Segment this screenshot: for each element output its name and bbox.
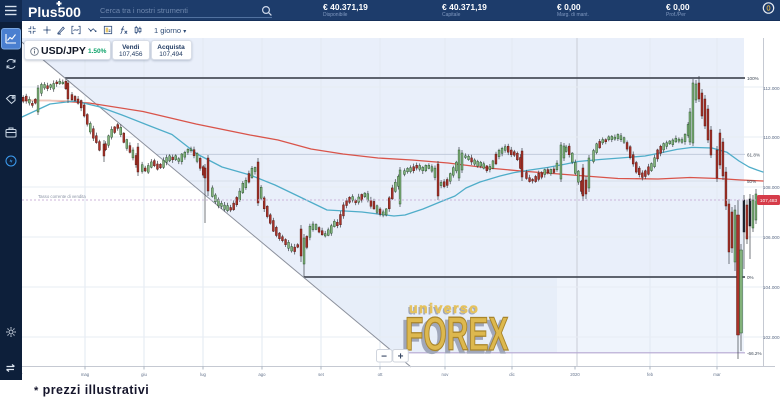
svg-text:108.000: 108.000 xyxy=(763,185,780,190)
svg-text:61.8%: 61.8% xyxy=(747,152,760,157)
svg-text:lug: lug xyxy=(200,372,206,377)
svg-text:universo: universo xyxy=(409,300,479,316)
svg-text:mar: mar xyxy=(713,372,721,377)
svg-text:Tasso corrente di vendita: Tasso corrente di vendita xyxy=(38,194,86,199)
svg-text:−: − xyxy=(381,352,387,363)
svg-text:107,483: 107,483 xyxy=(760,198,778,204)
svg-text:r: r xyxy=(22,372,23,377)
svg-text:nov: nov xyxy=(442,372,450,377)
svg-text:100%: 100% xyxy=(747,76,759,81)
svg-text:dic: dic xyxy=(509,372,515,377)
svg-text:FOREX: FOREX xyxy=(405,308,509,360)
svg-text:set: set xyxy=(318,372,325,377)
svg-text:ott: ott xyxy=(378,372,384,377)
svg-text:112.000: 112.000 xyxy=(763,86,780,91)
svg-text:universo: universo xyxy=(408,302,478,318)
svg-text:50%: 50% xyxy=(747,179,756,184)
svg-text:2020: 2020 xyxy=(570,372,580,377)
svg-text:110.000: 110.000 xyxy=(763,135,780,140)
svg-text:feb: feb xyxy=(647,372,654,377)
svg-text:mag: mag xyxy=(81,372,90,377)
svg-text:giu: giu xyxy=(141,372,147,377)
svg-text:ago: ago xyxy=(258,372,266,377)
svg-text:102.000: 102.000 xyxy=(763,335,780,340)
svg-text:FOREX: FOREX xyxy=(402,311,506,363)
svg-text:106.000: 106.000 xyxy=(763,235,780,240)
svg-text:+: + xyxy=(398,352,404,363)
svg-text:-66.2%: -66.2% xyxy=(747,351,762,356)
svg-text:104.000: 104.000 xyxy=(763,285,780,290)
svg-text:0%: 0% xyxy=(747,275,754,280)
